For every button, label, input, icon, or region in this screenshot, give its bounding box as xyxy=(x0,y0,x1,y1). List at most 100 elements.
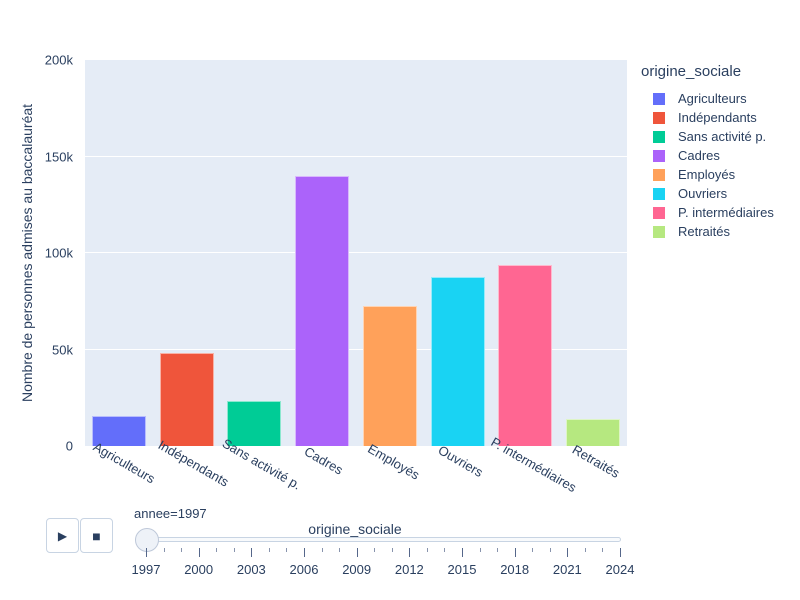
slider-year-label[interactable]: 2003 xyxy=(236,562,266,577)
y-axis-ticks: 0 50k 100k 150k 200k xyxy=(0,53,79,454)
legend-item[interactable]: Retraités xyxy=(641,222,774,241)
slider-tick xyxy=(163,548,165,552)
slider-track[interactable] xyxy=(135,537,621,542)
slider-tick xyxy=(426,548,428,552)
legend-swatch-icon xyxy=(653,111,665,124)
legend-swatch-icon xyxy=(653,168,665,181)
slider-tick xyxy=(251,548,253,557)
legend-item-label: Retraités xyxy=(678,224,731,239)
slider-frame-label: annee=1997 xyxy=(134,506,207,521)
y-tick-label: 200k xyxy=(44,52,73,68)
plot-area[interactable]: Agriculteurs Indépendants Sans activité p.… xyxy=(85,59,627,495)
slider-tick xyxy=(514,548,516,557)
legend-swatch-icon xyxy=(653,92,665,105)
gridline xyxy=(85,348,627,350)
y-tick-label: 0 xyxy=(65,438,73,454)
y-tick-label: 150k xyxy=(44,149,73,164)
slider-ticks: 1997 2000 2003 2006 2009 2012 2015 2018 2021 2024 xyxy=(132,548,634,584)
slider-year-label[interactable]: 2006 xyxy=(289,562,319,577)
slider-tick xyxy=(268,548,270,552)
x-tick-label: Cadres xyxy=(301,443,346,478)
bar-column: Indépendants xyxy=(153,60,231,490)
legend-item[interactable]: Indépendants xyxy=(641,108,774,127)
legend-item[interactable]: Sans activité p. xyxy=(641,127,774,146)
slider-tick xyxy=(444,548,446,552)
legend-item[interactable]: Cadres xyxy=(641,146,774,165)
gridline xyxy=(85,59,627,60)
bar-column: Ouvriers xyxy=(424,60,492,480)
bars: Agriculteurs Indépendants Sans activité p.… xyxy=(85,60,627,495)
legend-item-label: Sans activité p. xyxy=(678,129,767,144)
legend-item[interactable]: P. intermédiaires xyxy=(641,203,774,222)
legend-swatch-icon xyxy=(653,206,665,219)
slider-year-label[interactable]: 2024 xyxy=(605,562,635,577)
gridline xyxy=(85,155,627,157)
slider-tick xyxy=(356,548,358,557)
slider-tick xyxy=(181,548,183,552)
bar-column: Employés xyxy=(356,60,424,483)
slider-tick xyxy=(146,548,147,557)
play-button[interactable]: ▶ xyxy=(46,518,79,553)
legend-item-label: Cadres xyxy=(678,148,720,163)
slider-tick xyxy=(198,548,200,557)
legend-item-label: Agriculteurs xyxy=(678,91,747,106)
legend-swatch-icon xyxy=(653,225,665,238)
legend-item[interactable]: Employés xyxy=(641,165,774,184)
y-tick-label: 100k xyxy=(44,245,73,261)
bar[interactable] xyxy=(362,306,417,446)
x-tick-label: Retraités xyxy=(569,441,623,481)
slider-year-label[interactable]: 1997 xyxy=(131,562,161,577)
x-axis-title: origine_sociale xyxy=(308,521,402,537)
bar[interactable] xyxy=(498,264,553,446)
legend: origine_sociale Agriculteurs Indépendants… xyxy=(641,63,774,241)
stop-button[interactable]: ■ xyxy=(80,518,113,553)
bar[interactable] xyxy=(566,418,621,446)
slider-tick xyxy=(532,548,534,552)
play-icon: ▶ xyxy=(57,528,68,543)
slider-year-label[interactable]: 2015 xyxy=(447,562,477,577)
y-tick-label: 50k xyxy=(52,342,73,357)
slider-tick xyxy=(567,548,569,557)
bar-column: Cadres xyxy=(288,60,356,478)
slider-tick xyxy=(216,548,218,552)
bar[interactable] xyxy=(295,175,350,446)
slider-year-label[interactable]: 2018 xyxy=(500,562,530,577)
bar-column: P. intermédiaires xyxy=(489,60,579,495)
bar[interactable] xyxy=(91,416,146,446)
slider-year-label[interactable]: 2009 xyxy=(342,562,372,577)
legend-item-label: P. intermédiaires xyxy=(678,205,774,220)
slider-year-label[interactable]: 2000 xyxy=(184,562,214,577)
slider-year-label[interactable]: 2021 xyxy=(552,562,582,577)
legend-items: Agriculteurs Indépendants Sans activité p.… xyxy=(641,89,774,241)
slider-tick xyxy=(286,548,288,552)
slider-tick xyxy=(303,548,305,557)
x-tick-label: Employés xyxy=(365,441,423,483)
bar[interactable] xyxy=(430,277,485,446)
slider-tick xyxy=(321,548,323,552)
legend-item[interactable]: Ouvriers xyxy=(641,184,774,203)
slider-tick xyxy=(497,548,499,552)
bar[interactable] xyxy=(159,353,214,446)
slider-tick xyxy=(461,548,463,557)
slider-tick xyxy=(233,548,235,552)
slider-handle[interactable] xyxy=(135,528,159,552)
slider-tick xyxy=(620,548,621,557)
slider-year-label[interactable]: 2012 xyxy=(394,562,424,577)
legend-swatch-icon xyxy=(653,130,665,143)
gridline xyxy=(85,252,627,253)
bar-column: Retraités xyxy=(559,60,627,481)
legend-title: origine_sociale xyxy=(641,63,742,80)
legend-item-label: Indépendants xyxy=(678,110,757,125)
x-tick-label: Agriculteurs xyxy=(90,438,158,487)
legend-swatch-icon xyxy=(653,149,665,162)
legend-item-label: Employés xyxy=(678,167,736,182)
slider-tick xyxy=(374,548,376,552)
slider-tick xyxy=(549,548,551,552)
slider-tick xyxy=(391,548,393,552)
slider-tick xyxy=(339,548,341,552)
bar[interactable] xyxy=(227,400,282,446)
x-tick-label: Ouvriers xyxy=(435,442,486,480)
legend-item[interactable]: Agriculteurs xyxy=(641,89,774,108)
slider-tick xyxy=(409,548,411,557)
